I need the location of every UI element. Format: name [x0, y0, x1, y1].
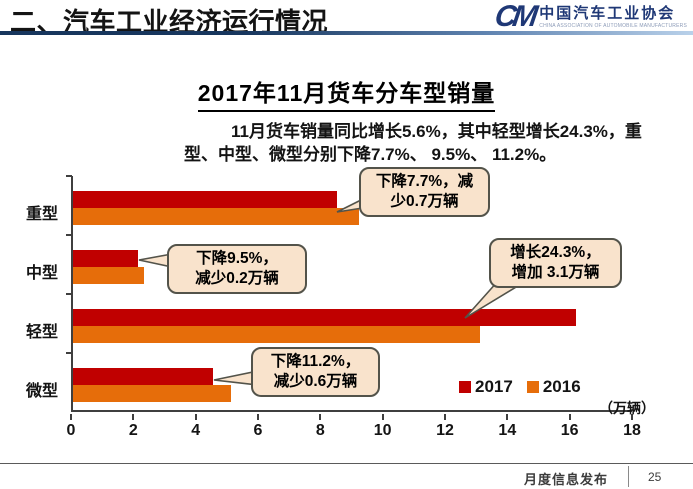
bar-2016-light — [73, 326, 480, 343]
x-axis-tick — [70, 414, 72, 420]
callout-heavy: 下降7.7%，减 少0.7万辆 — [359, 167, 490, 217]
axis-unit-label: （万辆） — [599, 400, 655, 416]
x-axis-tick — [132, 414, 135, 420]
subtitle-line-1: 11月货车销量同比增长5.6%，其中轻型增长24.3%，重 — [231, 122, 642, 141]
callout-mini-line-1: 下降11.2%， — [270, 353, 361, 370]
x-axis-tick-label: 4 — [191, 422, 201, 439]
x-axis-tick-label: 0 — [66, 422, 76, 439]
bar-row-medium — [73, 235, 632, 294]
callout-light-line-2: 增加 3.1万辆 — [511, 264, 600, 281]
callout-heavy-line-2: 少0.7万辆 — [390, 193, 459, 210]
bar-2017-heavy — [73, 191, 337, 208]
callout-mini: 下降11.2%， 减少0.6万辆 — [251, 347, 380, 397]
x-axis-tick — [381, 414, 384, 420]
caam-org-name-en: CHINA ASSOCIATION OF AUTOMOBILE MANUFACT… — [539, 23, 687, 29]
x-axis: 0 2 4 6 8 10 12 14 16 18 — [67, 414, 641, 440]
bar-2017-medium — [73, 250, 139, 267]
chart-title: 2017年11月货车分车型销量 — [0, 74, 693, 112]
x-axis-tick — [506, 414, 509, 420]
subtitle-line-2: 型、中型、微型分别下降7.7%、 9.5%、 11.2%。 — [184, 145, 557, 164]
category-label-medium: 中型 — [26, 265, 59, 282]
header-divider — [0, 31, 693, 35]
footer-vertical-rule — [628, 466, 629, 487]
footer-label: 月度信息发布 — [524, 472, 609, 487]
bar-row-light — [73, 294, 632, 353]
x-axis-tick-label: 6 — [253, 422, 263, 439]
callout-light: 增长24.3%， 增加 3.1万辆 — [489, 238, 622, 288]
x-axis-tick — [319, 414, 322, 420]
callout-mini-line-2: 减少0.6万辆 — [273, 373, 358, 390]
legend-item-2017: 2017 — [459, 377, 513, 397]
x-axis-tick-label: 10 — [373, 422, 392, 439]
plot-area — [66, 175, 632, 412]
x-axis-tick — [568, 414, 571, 420]
bar-row-heavy — [73, 176, 632, 235]
bar-2016-medium — [73, 267, 145, 284]
x-axis-tick-label: 18 — [623, 422, 641, 439]
legend: 2017 2016 — [459, 377, 581, 397]
page-number: 25 — [648, 470, 662, 484]
category-label-light: 轻型 — [26, 324, 59, 341]
y-axis-tick — [66, 293, 72, 295]
caam-logo: CM 中国汽车工业协会 CHINA ASSOCIATION OF AUTOMOB… — [492, 0, 687, 33]
callout-light-line-1: 增长24.3%， — [510, 244, 601, 261]
x-axis-tick-label: 14 — [498, 422, 517, 439]
y-axis-tick — [66, 234, 72, 236]
bar-2017-mini — [73, 368, 213, 385]
x-axis-tick-label: 8 — [315, 422, 325, 439]
legend-swatch-2017 — [459, 381, 471, 393]
caam-org-name-cn: 中国汽车工业协会 — [539, 5, 676, 22]
callout-heavy-line-1: 下降7.7%，减 — [375, 173, 474, 190]
bar-2017-light — [73, 309, 577, 326]
chart-title-text: 2017年11月货车分车型销量 — [197, 74, 496, 112]
chart-subtitle: 11月货车销量同比增长5.6%，其中轻型增长24.3%，重 型、中型、微型分别下… — [184, 120, 654, 166]
y-axis-tick — [66, 352, 72, 354]
caam-logo-text: 中国汽车工业协会 CHINA ASSOCIATION OF AUTOMOBILE… — [539, 5, 687, 29]
x-axis-tick — [194, 414, 197, 420]
category-label-heavy: 重型 — [26, 206, 59, 223]
bar-row-mini — [73, 353, 632, 412]
legend-label-2017: 2017 — [475, 377, 513, 396]
category-label-mini: 微型 — [26, 383, 59, 400]
callout-medium: 下降9.5%， 减少0.2万辆 — [167, 244, 307, 294]
x-axis-tick-label: 12 — [436, 422, 454, 439]
x-axis-tick — [444, 414, 446, 420]
bar-2016-heavy — [73, 208, 359, 225]
legend-label-2016: 2016 — [542, 377, 581, 396]
callout-medium-line-1: 下降9.5%， — [196, 250, 278, 267]
x-axis-tick-label: 2 — [128, 422, 138, 439]
caam-logo-monogram-icon: CM — [492, 0, 536, 33]
bar-2016-mini — [73, 385, 232, 402]
x-axis-tick-label: 16 — [560, 422, 579, 439]
y-axis-tick — [66, 175, 72, 177]
footer-divider — [0, 463, 693, 464]
callout-medium-line-2: 减少0.2万辆 — [195, 270, 279, 287]
legend-swatch-2016 — [526, 381, 539, 393]
x-axis-tick — [631, 414, 633, 420]
legend-item-2016: 2016 — [526, 377, 581, 397]
x-axis-tick — [257, 414, 259, 420]
